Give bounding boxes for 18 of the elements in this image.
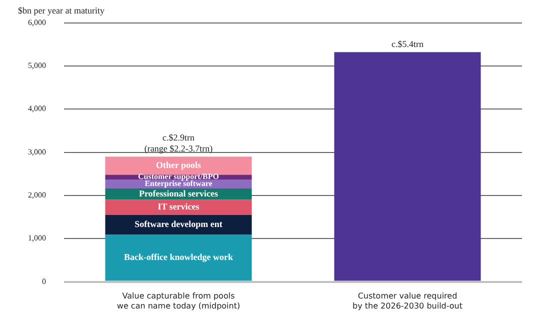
x-tick-label: Customer value required by the 2026-2030 build-out	[352, 292, 462, 310]
y-tick-label: 6,000	[28, 18, 46, 27]
series-label: Back-office knowledge work	[124, 252, 233, 262]
annotation: c.$5.4trn	[392, 39, 424, 50]
y-tick-label: 4,000	[28, 104, 46, 114]
y-axis-title: $bn per year at maturity	[18, 5, 105, 16]
y-tick-label: 3,000	[28, 147, 46, 156]
annotation: c.$2.9trn (range $2.2-3.7trn)	[144, 132, 213, 154]
y-tick-label: 5,000	[28, 61, 46, 70]
series-label: Customer support/BPO	[138, 172, 219, 182]
series-label: IT services	[158, 202, 200, 212]
y-tick-label: 1,000	[28, 234, 46, 243]
series-label: Other pools	[156, 160, 202, 170]
series-label: Software developm ent	[134, 219, 222, 230]
series-label: Professional services	[138, 188, 219, 198]
y-tick-label: 2,000	[28, 190, 46, 200]
x-tick-label: Value capturable from pools we can name today (midpoint)	[116, 292, 240, 310]
y-tick-label: 0	[42, 276, 46, 286]
